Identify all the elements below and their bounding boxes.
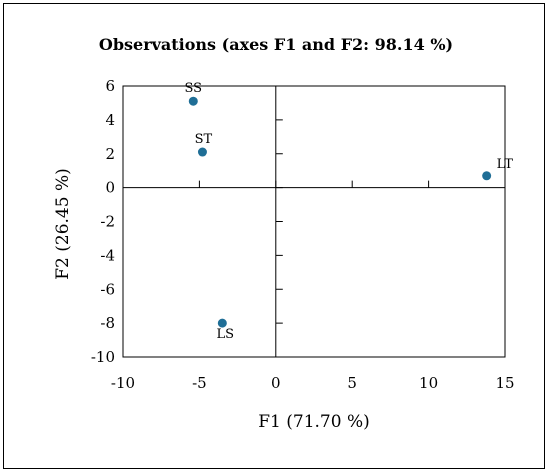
points-layer: SS ST LT LS (184, 81, 513, 342)
y-tick-label: 2 (105, 145, 115, 163)
y-tick-label: -2 (100, 213, 115, 231)
x-axis-title: F1 (71.70 %) (258, 412, 370, 432)
x-tick-label: -10 (111, 374, 135, 392)
y-tick-label: -4 (100, 246, 115, 264)
x-tick-label: 15 (495, 374, 514, 392)
plot-area (122, 85, 506, 358)
x-tick-label: 5 (347, 374, 357, 392)
y-tick-label: 0 (105, 179, 115, 197)
data-point-label: LS (217, 327, 235, 342)
y-tick-label: -10 (91, 348, 115, 366)
chart-title: Observations (axes F1 and F2: 98.14 %) (99, 35, 453, 54)
data-point (482, 171, 492, 181)
y-tick-label: -8 (100, 314, 115, 332)
data-point-label: LT (497, 157, 514, 172)
data-point-label: SS (184, 81, 202, 96)
chart-frame (3, 3, 545, 469)
x-tick-label: 0 (271, 374, 281, 392)
data-point-label: ST (195, 132, 213, 147)
data-point (217, 318, 227, 328)
y-tick-label: -6 (100, 280, 115, 298)
x-tick-label: 10 (419, 374, 438, 392)
axes-layer (123, 86, 505, 357)
data-point (188, 96, 198, 106)
x-tick-label: -5 (192, 374, 207, 392)
y-axis-title: F2 (26.45 %) (53, 168, 73, 280)
y-tick-label: 6 (105, 77, 115, 95)
ticks-layer: -10 -8 -6 -4 -2 0 2 4 6 -10 -5 0 5 10 15 (91, 77, 515, 392)
data-point (197, 147, 207, 157)
y-tick-label: 4 (105, 111, 115, 129)
